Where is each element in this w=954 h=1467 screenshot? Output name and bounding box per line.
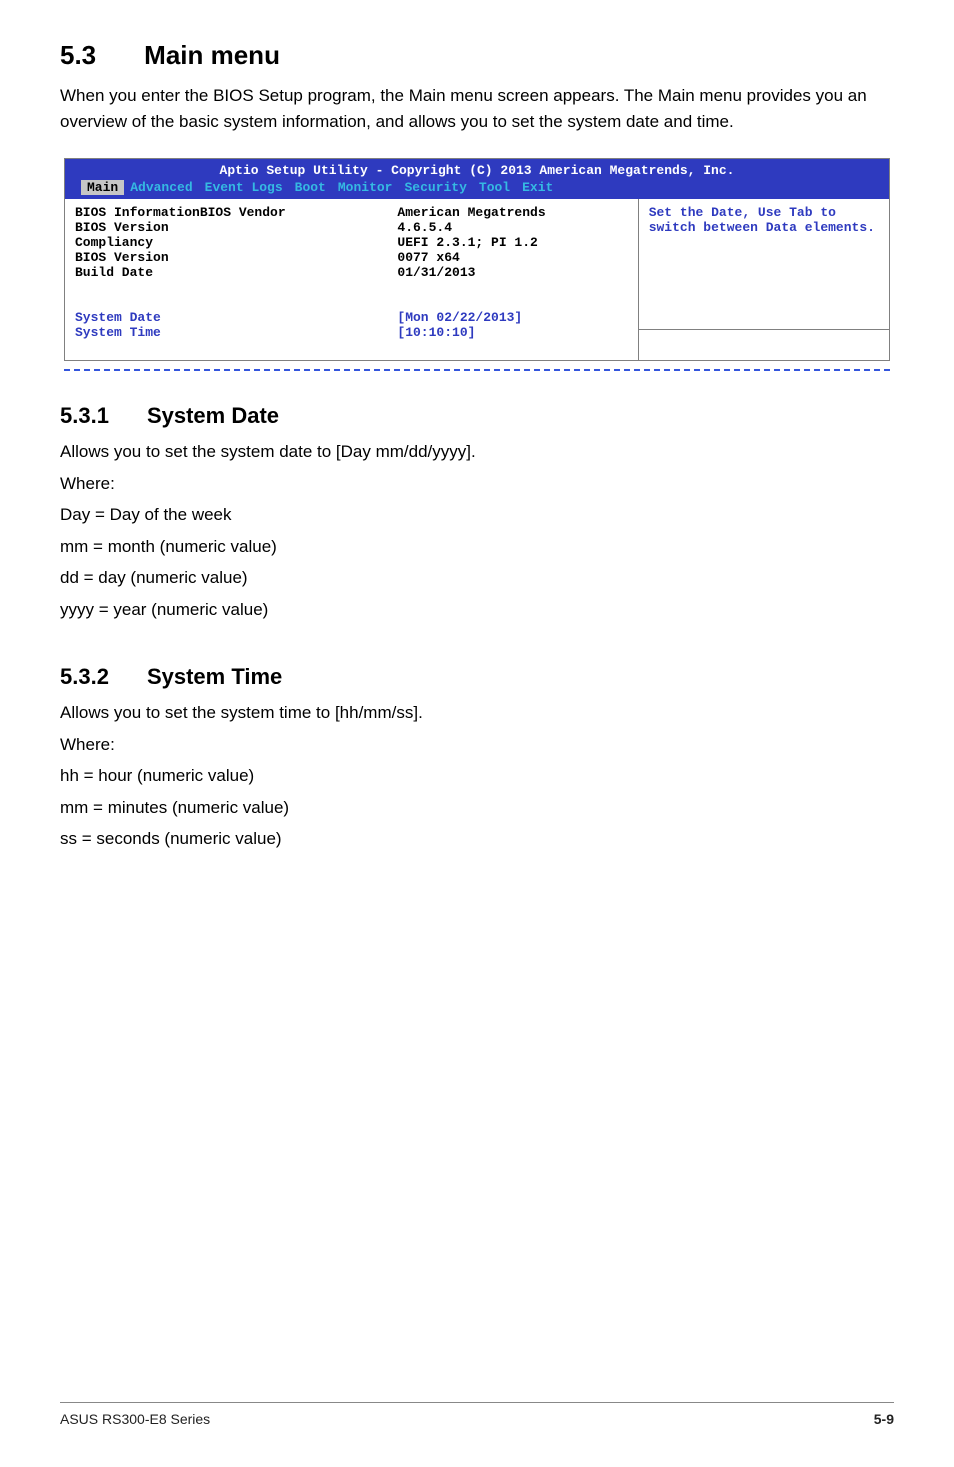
body-line: yyyy = year (numeric value) (60, 597, 894, 623)
body-line: dd = day (numeric value) (60, 565, 894, 591)
bios-help-divider (639, 329, 889, 330)
bios-row-label (75, 280, 397, 295)
bios-tab-exit[interactable]: Exit (516, 180, 559, 195)
bios-row-value: 01/31/2013 (397, 265, 627, 280)
section-number: 5.3 (60, 40, 96, 71)
bios-header: Aptio Setup Utility - Copyright (C) 2013… (65, 159, 889, 199)
bios-row-value: 4.6.5.4 (397, 220, 627, 235)
bios-tab-boot[interactable]: Boot (289, 180, 332, 195)
bios-tab-row: MainAdvancedEvent LogsBootMonitorSecurit… (73, 180, 881, 197)
body-line: Allows you to set the system date to [Da… (60, 439, 894, 465)
body-line: mm = minutes (numeric value) (60, 795, 894, 821)
body-line: mm = month (numeric value) (60, 534, 894, 560)
bios-tab-main[interactable]: Main (81, 180, 124, 195)
bios-screenshot: Aptio Setup Utility - Copyright (C) 2013… (64, 158, 890, 361)
bios-row-label: Build Date (75, 265, 397, 280)
tear-line (64, 369, 890, 375)
section-title: Main menu (144, 40, 280, 70)
bios-title: Aptio Setup Utility - Copyright (C) 2013… (73, 163, 881, 180)
bios-tab-monitor[interactable]: Monitor (332, 180, 399, 195)
body-line: Where: (60, 732, 894, 758)
bios-tab-tool[interactable]: Tool (473, 180, 516, 195)
bios-row-label: BIOS InformationBIOS Vendor (75, 205, 397, 220)
bios-row-value: 0077 x64 (397, 250, 627, 265)
bios-row-value[interactable]: [10:10:10] (397, 325, 627, 340)
bios-row-label (75, 295, 397, 310)
body-line: Allows you to set the system time to [hh… (60, 700, 894, 726)
bios-tab-advanced[interactable]: Advanced (124, 180, 198, 195)
subsection-title: System Date (147, 403, 279, 428)
bios-row-label: BIOS Version (75, 250, 397, 265)
bios-row-label: BIOS Version (75, 220, 397, 235)
subsection-heading: 5.3.2 System Time (60, 664, 894, 690)
bios-row-value[interactable]: [Mon 02/22/2013] (397, 310, 627, 325)
section-intro: When you enter the BIOS Setup program, t… (60, 83, 894, 134)
body-line: ss = seconds (numeric value) (60, 826, 894, 852)
bios-tab-security[interactable]: Security (398, 180, 472, 195)
footer-left: ASUS RS300-E8 Series (60, 1411, 210, 1427)
bios-tab-event-logs[interactable]: Event Logs (199, 180, 289, 195)
section-heading: 5.3 Main menu (60, 40, 894, 71)
subsection-title: System Time (147, 664, 282, 689)
bios-row-value: American Megatrends (397, 205, 627, 220)
body-line: Where: (60, 471, 894, 497)
subsection-number: 5.3.1 (60, 403, 109, 429)
bios-row-label[interactable]: System Date (75, 310, 397, 325)
bios-row-value (397, 280, 627, 295)
bios-body: BIOS InformationBIOS VendorAmerican Mega… (65, 199, 889, 360)
bios-help-panel: Set the Date, Use Tab to switch between … (639, 199, 889, 360)
bios-row-value (397, 295, 627, 310)
bios-row-value: UEFI 2.3.1; PI 1.2 (397, 235, 627, 250)
footer-page-number: 5-9 (874, 1411, 894, 1427)
bios-help-text: Set the Date, Use Tab to switch between … (649, 205, 875, 235)
subsection-heading: 5.3.1 System Date (60, 403, 894, 429)
subsection-number: 5.3.2 (60, 664, 109, 690)
page-footer: ASUS RS300-E8 Series 5-9 (60, 1402, 894, 1427)
bios-row-label[interactable]: System Time (75, 325, 397, 340)
bios-row-label: Compliancy (75, 235, 397, 250)
spacer (60, 628, 894, 664)
body-line: Day = Day of the week (60, 502, 894, 528)
body-line: hh = hour (numeric value) (60, 763, 894, 789)
bios-left-panel: BIOS InformationBIOS VendorAmerican Mega… (65, 199, 639, 360)
